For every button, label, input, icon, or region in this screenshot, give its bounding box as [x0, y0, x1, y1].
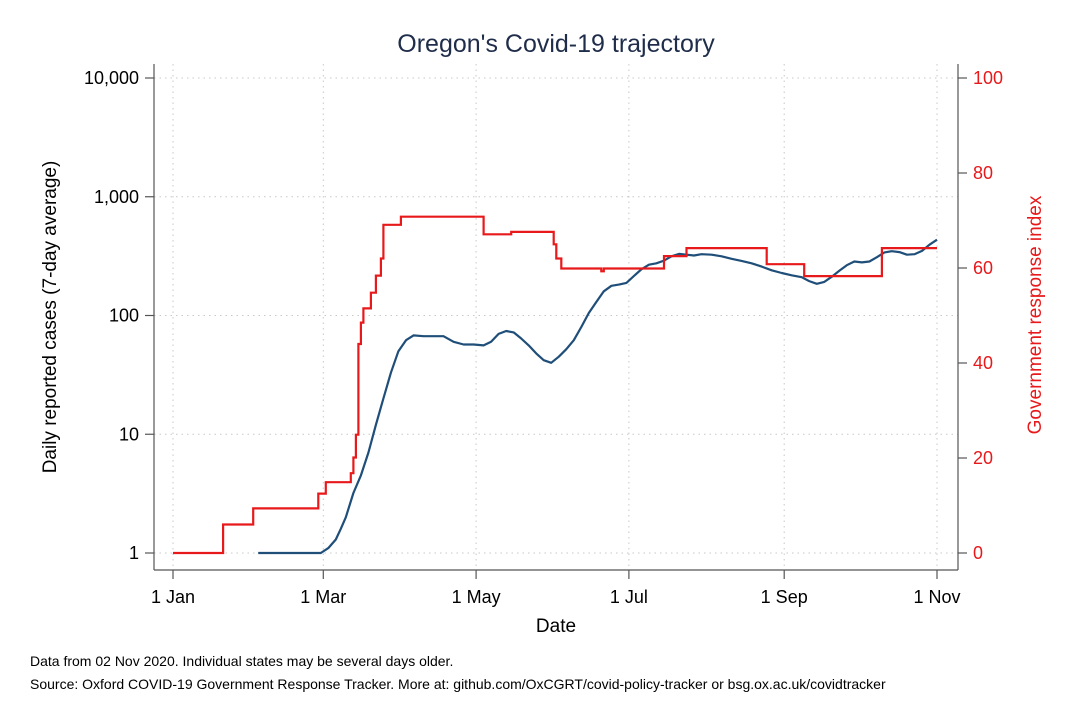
tick-label-right: 100 — [973, 68, 1003, 88]
chart-title: Oregon's Covid-19 trajectory — [397, 30, 715, 58]
tick-label-right: 80 — [973, 163, 993, 183]
tick-label-x: 1 May — [452, 587, 501, 607]
tick-label-left: 10 — [119, 424, 139, 444]
tick-label-left: 100 — [109, 306, 139, 326]
left-axis-ticks: 1 10 100 1,000 10,000 — [84, 68, 154, 563]
tick-label-right: 20 — [973, 448, 993, 468]
tick-label-x: 1 Mar — [300, 587, 346, 607]
tick-label-left: 1,000 — [94, 187, 139, 207]
right-axis-ticks: 0 20 40 60 80 100 — [958, 68, 1003, 563]
footnote-data-date: Data from 02 Nov 2020. Individual states… — [30, 653, 453, 669]
tick-label-x: 1 Nov — [913, 587, 960, 607]
tick-label-x: 1 Jan — [151, 587, 195, 607]
tick-label-right: 0 — [973, 543, 983, 563]
tick-label-x: 1 Jul — [610, 587, 648, 607]
footnote-source: Source: Oxford COVID-19 Government Respo… — [30, 676, 886, 692]
tick-label-left: 1 — [129, 543, 139, 563]
series-line-government-response-index — [173, 215, 937, 555]
right-y-axis-label: Government response index — [1025, 195, 1046, 434]
gridlines — [154, 64, 958, 570]
x-axis-label: Date — [536, 616, 576, 637]
y-axis-label: Daily reported cases (7-day average) — [40, 161, 61, 474]
tick-label-right: 40 — [973, 353, 993, 373]
tick-label-x: 1 Sep — [761, 587, 808, 607]
tick-label-right: 60 — [973, 258, 993, 278]
series-line-daily-cases — [258, 238, 938, 555]
tick-label-left: 10,000 — [84, 68, 139, 88]
x-axis-ticks: 1 Jan 1 Mar 1 May 1 Jul 1 Sep 1 Nov — [151, 570, 961, 607]
